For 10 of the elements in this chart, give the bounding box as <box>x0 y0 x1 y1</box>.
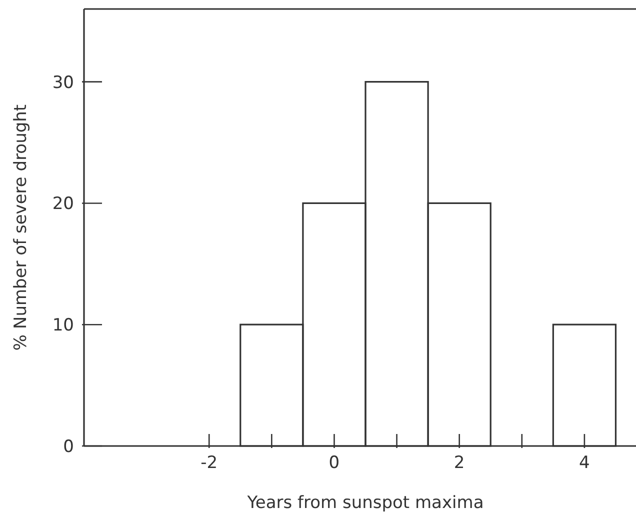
y-tick-label: 30 <box>52 72 74 93</box>
y-axis-title: % Number of severe drought <box>11 104 32 351</box>
x-tick-label: -2 <box>200 453 218 473</box>
x-tick-label: 0 <box>328 453 340 473</box>
x-axis-title: Years from sunspot maxima <box>246 493 484 513</box>
y-tick-label: 10 <box>52 316 74 336</box>
y-tick-label: 20 <box>52 194 74 214</box>
x-tick-label: 4 <box>579 453 590 473</box>
y-tick-label: 0 <box>63 437 74 457</box>
x-tick-label: 2 <box>454 453 465 473</box>
